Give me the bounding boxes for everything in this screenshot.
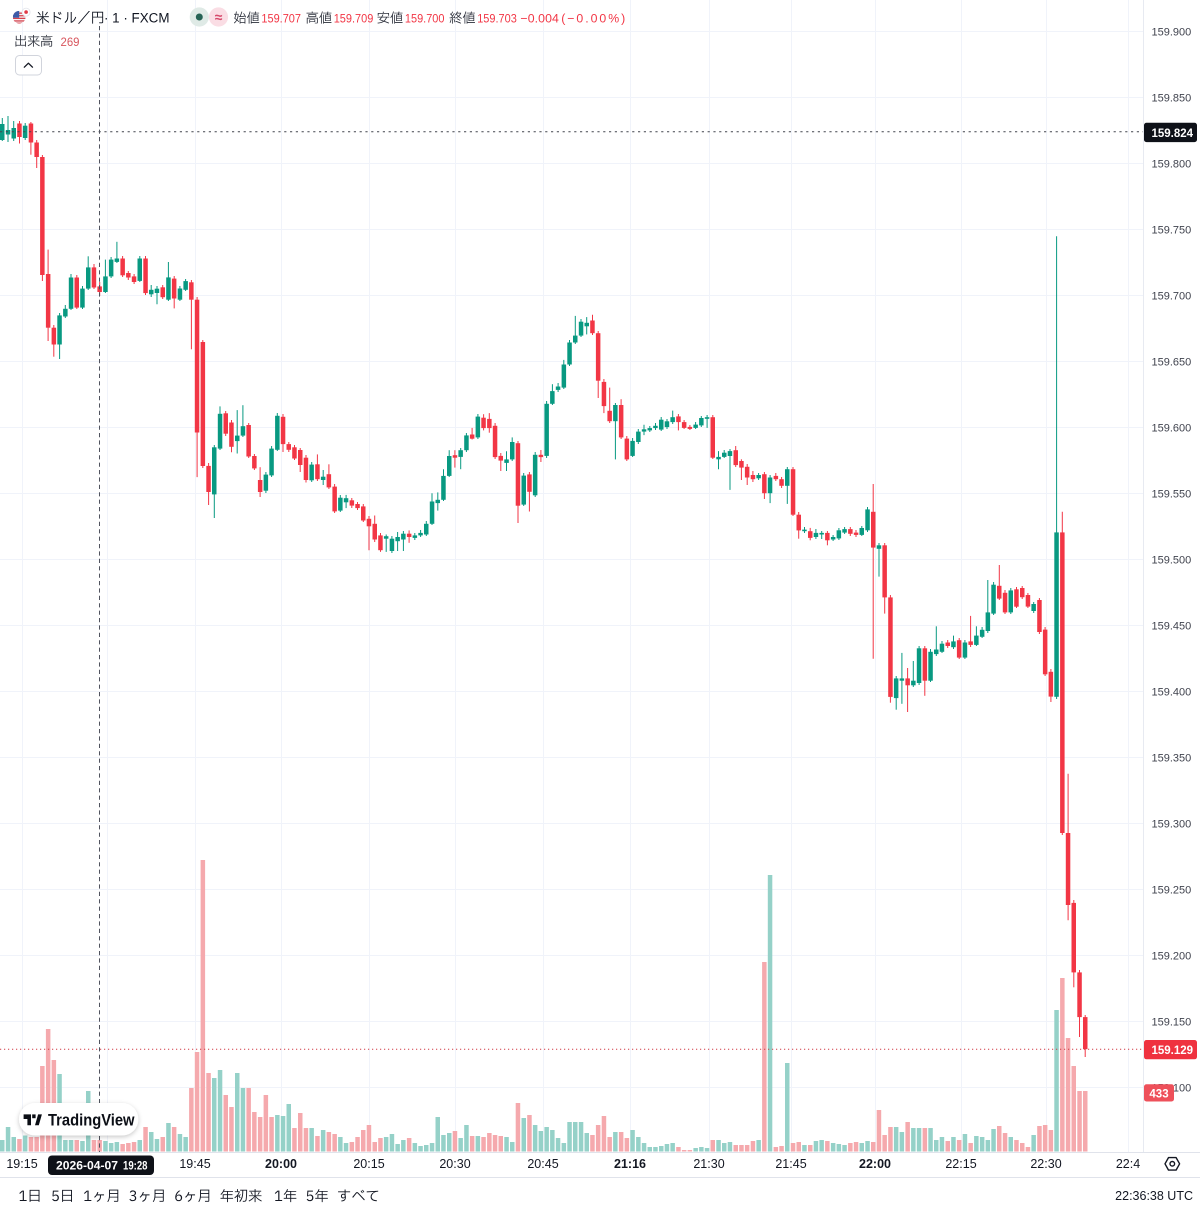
svg-text:159.200: 159.200	[1152, 951, 1192, 963]
svg-text:159.400: 159.400	[1152, 687, 1192, 699]
svg-text:21:30: 21:30	[693, 1157, 724, 1171]
svg-text:22:30: 22:30	[1030, 1157, 1061, 1171]
svg-text:159.824: 159.824	[1152, 128, 1194, 140]
svg-text:433: 433	[1149, 1088, 1168, 1100]
svg-text:159.800: 159.800	[1152, 159, 1192, 171]
svg-text:20:45: 20:45	[527, 1157, 558, 1171]
svg-text:159.600: 159.600	[1152, 423, 1192, 435]
svg-text:159.709: 159.709	[334, 12, 374, 26]
svg-text:−0.004: −0.004	[520, 12, 559, 26]
svg-text:21:16: 21:16	[614, 1157, 646, 1171]
svg-text:159.129: 159.129	[1152, 1045, 1194, 1057]
svg-text:22:15: 22:15	[945, 1157, 976, 1171]
svg-text:(−0.00%): (−0.00%)	[561, 12, 625, 26]
svg-text:21:45: 21:45	[775, 1157, 806, 1171]
svg-text:22:00: 22:00	[859, 1157, 891, 1171]
svg-text:159.700: 159.700	[405, 12, 445, 26]
svg-text:20:30: 20:30	[439, 1157, 470, 1171]
svg-text:2026-04-07: 2026-04-07	[56, 1159, 118, 1173]
svg-text:159.300: 159.300	[1152, 819, 1192, 831]
svg-text:159.703: 159.703	[477, 12, 517, 26]
svg-text:159.700: 159.700	[1152, 291, 1192, 303]
svg-text:159.350: 159.350	[1152, 753, 1192, 765]
svg-text:22:36:38 UTC: 22:36:38 UTC	[1115, 1189, 1193, 1203]
svg-text:159.250: 159.250	[1152, 885, 1192, 897]
svg-text:20:15: 20:15	[353, 1157, 384, 1171]
svg-text:19:28: 19:28	[123, 1159, 148, 1173]
svg-text:159.450: 159.450	[1152, 621, 1192, 633]
svg-text:159.750: 159.750	[1152, 225, 1192, 237]
svg-text:159.150: 159.150	[1152, 1017, 1192, 1029]
svg-text:19:15: 19:15	[6, 1157, 37, 1171]
svg-text:22:4: 22:4	[1116, 1157, 1140, 1171]
svg-text:159.900: 159.900	[1152, 27, 1192, 39]
svg-text:159.550: 159.550	[1152, 489, 1192, 501]
svg-text:269: 269	[61, 35, 80, 49]
svg-text:20:00: 20:00	[265, 1157, 297, 1171]
svg-text:159.650: 159.650	[1152, 357, 1192, 369]
svg-text:159.850: 159.850	[1152, 93, 1192, 105]
svg-text:159.707: 159.707	[261, 12, 301, 26]
svg-text:19:45: 19:45	[179, 1157, 210, 1171]
svg-text:159.500: 159.500	[1152, 555, 1192, 567]
svg-text:≈: ≈	[215, 9, 223, 25]
svg-text:· 1 · FXCM: · 1 · FXCM	[104, 11, 170, 26]
svg-text:TradingView: TradingView	[48, 1112, 135, 1130]
